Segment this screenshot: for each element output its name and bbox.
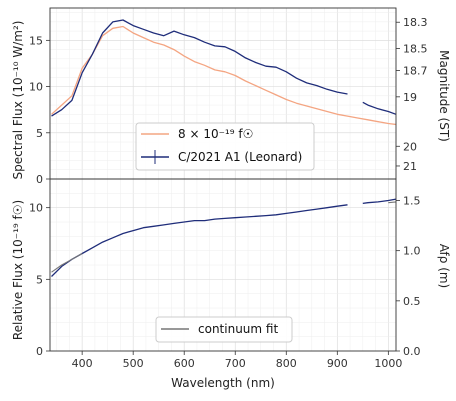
bottom-legend: continuum fit xyxy=(155,316,293,343)
top-y-axis-label: Spectral Flux (10⁻¹⁰ W/m²) xyxy=(11,21,25,180)
series-line-comet-relative xyxy=(51,198,397,277)
legend-label-continuum-fit: continuum fit xyxy=(198,322,278,336)
x-tick-label: 500 xyxy=(123,357,144,370)
top-y-tick-label: 5 xyxy=(36,127,43,140)
x-axis-label: Wavelength (nm) xyxy=(171,376,275,390)
bottom-right-tick-label: 0.0 xyxy=(403,345,421,358)
x-tick-label: 700 xyxy=(225,357,246,370)
bottom-right-tick-label: 1.5 xyxy=(403,195,421,208)
top-right-tick-label: 18.7 xyxy=(403,65,428,78)
top-y-tick-label: 0 xyxy=(36,173,43,186)
top-right-axis-label: Magnitude (ST) xyxy=(437,50,451,142)
x-tick-label: 900 xyxy=(327,357,348,370)
top-legend: 8 × 10⁻¹⁹ f☉ C/2021 A1 (Leonard) xyxy=(135,122,315,171)
top-right-tick-label: 21 xyxy=(403,160,417,173)
axis-ticks: 0 5 10 15 18.3 18.5 18.7 19 20 21 0 5 10 0.0 0.5 1.0 1.5… xyxy=(29,16,428,370)
x-tick-label: 600 xyxy=(174,357,195,370)
bottom-y-tick-label: 10 xyxy=(29,202,43,215)
top-y-tick-label: 10 xyxy=(29,81,43,94)
bottom-panel-series xyxy=(51,198,397,277)
top-right-tick-label: 19 xyxy=(403,91,417,104)
x-tick-label: 1000 xyxy=(374,357,402,370)
top-right-tick-label: 18.3 xyxy=(403,16,428,29)
bottom-y-axis-label: Relative Flux (10⁻¹⁹ f☉) xyxy=(11,200,25,340)
bottom-legend-box xyxy=(155,316,293,343)
top-panel-series xyxy=(51,19,397,126)
bottom-right-axis-label: Afρ (m) xyxy=(437,244,451,289)
series-line-solar-model xyxy=(51,25,397,126)
bottom-right-tick-label: 1.0 xyxy=(403,245,421,258)
bottom-right-tick-label: 0.5 xyxy=(403,295,421,308)
x-tick-label: 400 xyxy=(72,357,93,370)
top-legend-box xyxy=(135,122,315,171)
legend-label-solar-model: 8 × 10⁻¹⁹ f☉ xyxy=(178,127,253,141)
top-right-tick-label: 18.5 xyxy=(403,43,428,56)
bottom-y-tick-label: 5 xyxy=(36,273,43,286)
series-line-continuum-fit xyxy=(51,201,397,273)
top-y-tick-label: 15 xyxy=(29,34,43,47)
x-tick-label: 800 xyxy=(276,357,297,370)
series-line-comet-flux xyxy=(51,19,397,117)
legend-label-comet: C/2021 A1 (Leonard) xyxy=(178,150,302,164)
bottom-panel-frame xyxy=(49,178,397,352)
bottom-y-tick-label: 0 xyxy=(36,345,43,358)
top-right-tick-label: 20 xyxy=(403,140,417,153)
